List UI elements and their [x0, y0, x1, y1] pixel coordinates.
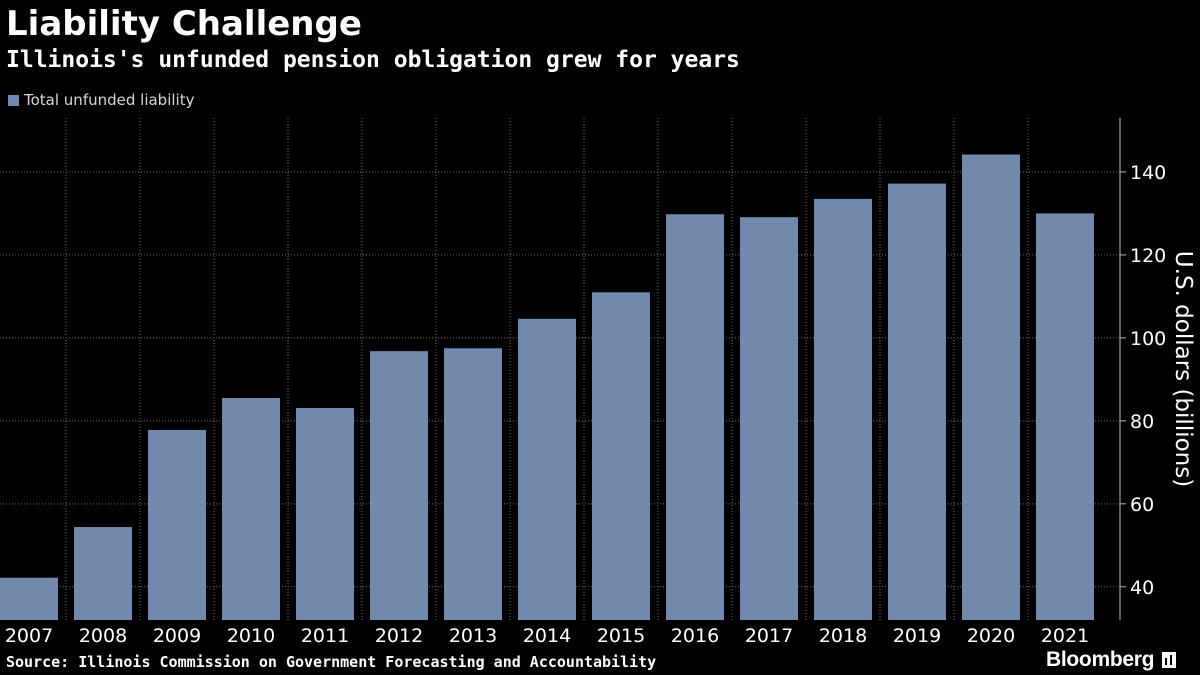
y-tick-label: 40 [1130, 577, 1154, 599]
brand-logo: Bloomberg [1046, 648, 1177, 672]
bar-2014 [518, 318, 576, 620]
y-axis-ticks: 40 60 80 100 120 140 [1120, 162, 1166, 599]
bar-2012 [370, 351, 428, 620]
x-tick-label: 2019 [893, 625, 941, 647]
x-tick-label: 2007 [5, 625, 53, 647]
bar-2013 [444, 348, 502, 620]
chart-icon [1162, 652, 1177, 668]
x-tick-label: 2016 [671, 625, 719, 647]
legend-swatch [8, 94, 19, 106]
x-tick-label: 2017 [745, 625, 793, 647]
x-tick-label: 2008 [79, 625, 127, 647]
x-tick-label: 2014 [523, 625, 571, 647]
x-tick-label: 2013 [449, 625, 497, 647]
bar-2016 [666, 214, 724, 621]
y-tick-label: 60 [1130, 494, 1154, 516]
legend: Total unfunded liability [8, 90, 194, 110]
y-tick-label: 100 [1130, 328, 1166, 350]
bars [0, 154, 1094, 621]
chart-subtitle: Illinois's unfunded pension obligation g… [6, 47, 740, 73]
bar-2018 [814, 198, 872, 621]
bar-2010 [222, 398, 280, 620]
bar-2020 [962, 154, 1020, 620]
y-tick-label: 140 [1130, 162, 1166, 184]
bar-2017 [740, 217, 798, 620]
x-tick-label: 2012 [375, 625, 423, 647]
bar-2015 [592, 292, 650, 620]
x-tick-label: 2021 [1041, 625, 1089, 647]
bar-2007 [0, 577, 58, 620]
y-axis-label: U.S. dollars (billions) [1170, 251, 1196, 487]
bar-2009 [148, 429, 206, 620]
bar-2021 [1036, 213, 1094, 620]
y-tick-label: 120 [1130, 245, 1166, 267]
legend-label: Total unfunded liability [24, 91, 195, 109]
bar-2008 [74, 527, 132, 620]
x-tick-label: 2011 [301, 625, 349, 647]
chart-title: Liability Challenge [6, 4, 362, 44]
brand-name: Bloomberg [1046, 648, 1155, 671]
x-tick-label: 2020 [967, 625, 1015, 647]
bar-2011 [296, 407, 354, 620]
x-axis-labels: 2007 2008 2009 2010 2011 2012 2013 2014 2015 2016… [5, 625, 1089, 647]
x-tick-label: 2018 [819, 625, 867, 647]
x-tick-label: 2010 [227, 625, 275, 647]
source-note: Source: Illinois Commission on Governmen… [6, 653, 657, 671]
bar-2019 [888, 183, 946, 620]
x-tick-label: 2015 [597, 625, 645, 647]
y-tick-label: 80 [1130, 411, 1154, 433]
x-tick-label: 2009 [153, 625, 201, 647]
